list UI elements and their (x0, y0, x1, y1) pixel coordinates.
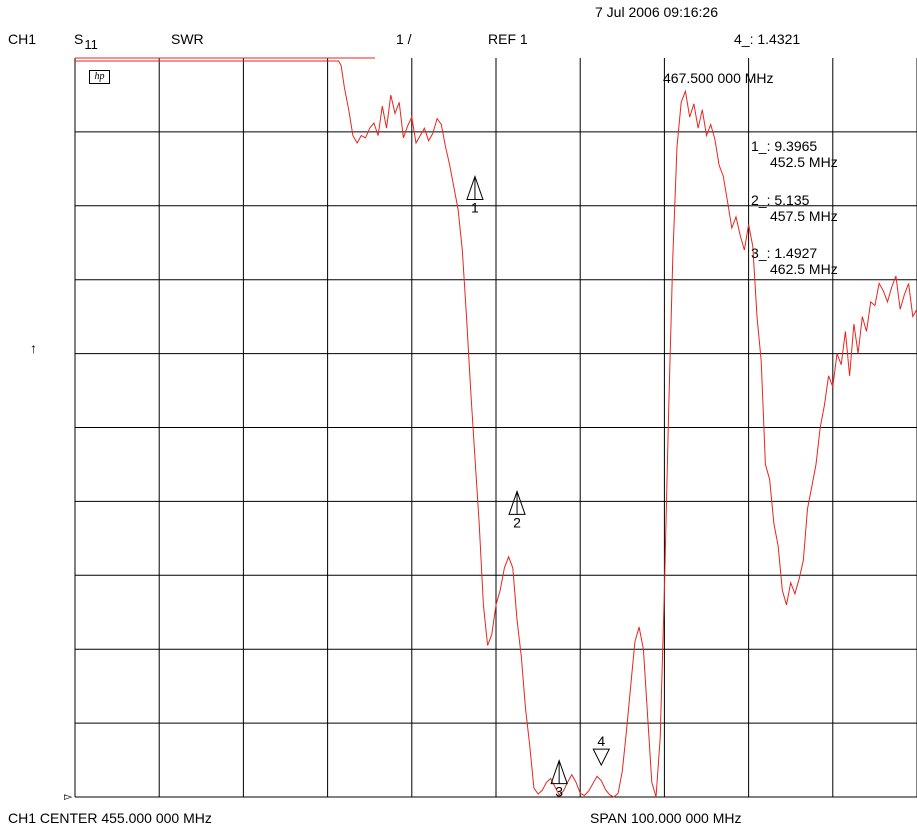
span-frequency: SPAN 100.000 000 MHz (590, 810, 742, 826)
marker-1-value: 1_: 9.3965 (751, 138, 818, 154)
marker-2-label: 2 (513, 514, 521, 530)
active-marker-frequency: 467.500 000 MHz (663, 70, 774, 86)
marker-2-triangle (508, 489, 526, 515)
reference-position-arrow: ↑ (30, 340, 37, 356)
marker-1-freq: 452.5 MHz (770, 154, 838, 170)
marker-2-freq: 457.5 MHz (770, 208, 838, 224)
timestamp: 7 Jul 2006 09:16:26 (595, 4, 718, 20)
marker-4-triangle (592, 748, 611, 767)
marker-4-label: 4 (597, 733, 605, 749)
marker-1-label: 1 (471, 199, 479, 215)
center-frequency: CH1 CENTER 455.000 000 MHz (8, 810, 212, 826)
marker-3-value: 3_: 1.4927 (751, 245, 818, 261)
marker-1-triangle (466, 174, 484, 200)
reference-level-marker: ▻ (64, 791, 73, 803)
swr-trace (75, 60, 917, 798)
active-marker-value: 4_: 1.4321 (734, 31, 801, 47)
format-label: SWR (171, 31, 204, 47)
markers: 1 2 3 4 (466, 174, 611, 800)
ref-label: REF 1 (488, 31, 528, 47)
channel-label: CH1 (8, 31, 37, 47)
marker-3-label: 3 (555, 784, 563, 800)
parameter-sub: 11 (84, 37, 98, 52)
parameter-main: S (74, 31, 84, 47)
marker-2-value: 2_: 5.135 (751, 192, 810, 208)
hp-logo: hp (89, 70, 110, 84)
grid (74, 58, 917, 798)
scale-label: 1 / (396, 31, 412, 47)
marker-3-triangle (550, 759, 568, 785)
parameter-label: S11 (74, 31, 98, 52)
marker-3-freq: 462.5 MHz (770, 261, 838, 277)
